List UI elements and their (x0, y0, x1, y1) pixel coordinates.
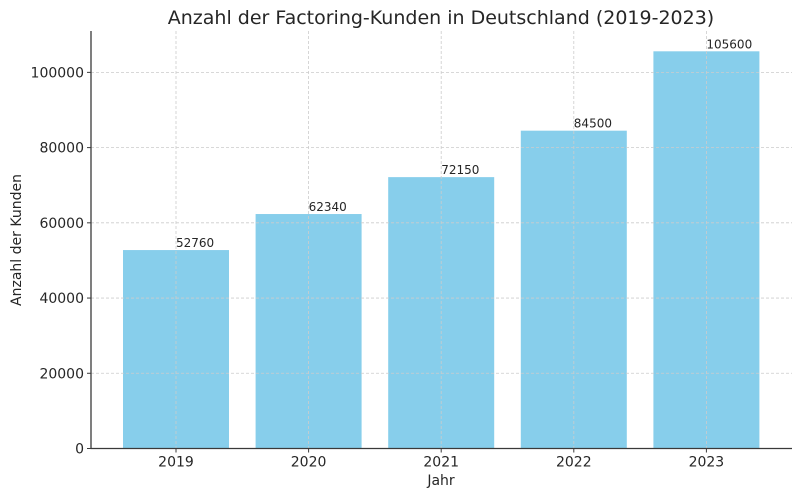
y-tick-label: 60000 (39, 216, 84, 232)
y-axis-label: Anzahl der Kunden (9, 174, 25, 306)
y-tick-label: 80000 (39, 141, 84, 157)
x-tick-label: 2019 (158, 455, 194, 471)
chart-title: Anzahl der Factoring-Kunden in Deutschla… (168, 7, 714, 29)
x-axis-label: Jahr (426, 473, 455, 489)
y-tick-label: 20000 (39, 366, 84, 382)
y-tick-label: 0 (75, 442, 84, 458)
x-axis-ticks: 2019 2020 2021 2022 2023 (158, 448, 725, 471)
bar-value-label: 72150 (441, 163, 479, 177)
y-axis-ticks: 0 20000 40000 60000 80000 100000 (31, 65, 91, 458)
y-tick-label: 40000 (39, 291, 84, 307)
bar-value-label: 105600 (706, 37, 752, 51)
y-tick-label: 100000 (31, 65, 84, 81)
x-tick-label: 2023 (689, 455, 725, 471)
x-tick-label: 2020 (291, 455, 327, 471)
x-tick-label: 2022 (556, 455, 592, 471)
bar-value-label: 52760 (176, 236, 214, 250)
bar-value-label: 62340 (309, 200, 347, 214)
x-tick-label: 2021 (423, 455, 459, 471)
bar-value-label: 84500 (574, 117, 612, 131)
grid-lines (91, 31, 792, 449)
